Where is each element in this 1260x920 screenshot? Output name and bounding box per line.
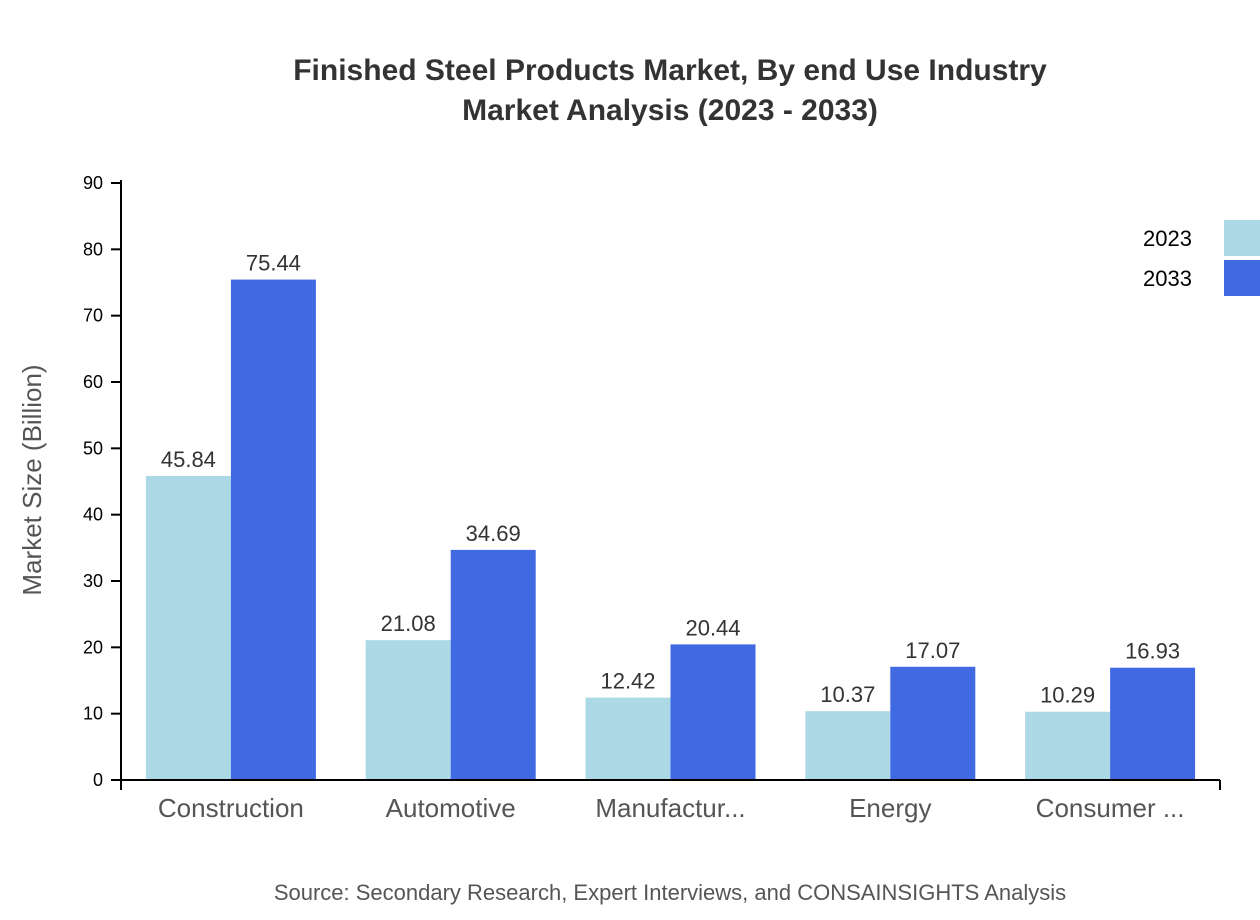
data-label: 21.08 <box>381 611 436 636</box>
bar-2033-2 <box>670 644 756 780</box>
data-label: 12.42 <box>600 669 655 694</box>
y-tick-label: 0 <box>93 770 103 790</box>
bar-2023-3 <box>805 711 891 780</box>
data-label: 10.37 <box>820 682 875 707</box>
y-tick-label: 40 <box>83 505 103 525</box>
x-tick-label: Construction <box>158 793 304 823</box>
legend-swatch-2033 <box>1224 260 1260 296</box>
bar-2023-1 <box>365 640 451 780</box>
y-tick-label: 30 <box>83 571 103 591</box>
y-axis-label: Market Size (Billion) <box>17 364 47 595</box>
y-tick-label: 60 <box>83 372 103 392</box>
chart-title-line-2: Market Analysis (2023 - 2033) <box>462 94 878 127</box>
y-tick-label: 10 <box>83 704 103 724</box>
bar-2033-3 <box>890 666 976 780</box>
y-tick-label: 50 <box>83 438 103 458</box>
data-label: 10.29 <box>1040 683 1095 708</box>
x-tick-label: Consumer ... <box>1036 793 1185 823</box>
legend-label-2023: 2023 <box>1143 226 1192 251</box>
x-tick-label: Manufactur... <box>595 793 745 823</box>
source-note: Source: Secondary Research, Expert Inter… <box>274 880 1066 905</box>
x-tick-label: Automotive <box>386 793 516 823</box>
legend: 2023 2033 <box>1143 220 1260 296</box>
data-label: 16.93 <box>1125 639 1180 664</box>
bar-2033-1 <box>450 549 536 780</box>
data-label: 17.07 <box>905 638 960 663</box>
bar-2023-0 <box>145 475 231 780</box>
bars-group: 45.84 75.44 21.08 34.69 12.42 20.44 10.37 17.07… <box>145 251 1196 780</box>
y-tick-label: 80 <box>83 239 103 259</box>
x-tick-label: Energy <box>849 793 931 823</box>
data-label: 75.44 <box>246 251 301 276</box>
bar-2033-0 <box>230 279 316 780</box>
y-tick-label: 90 <box>83 173 103 193</box>
data-label: 34.69 <box>466 521 521 546</box>
chart-title-line-1: Finished Steel Products Market, By end U… <box>293 54 1047 87</box>
axes-group: Construction Automotive Manufactur... Energ… <box>83 173 1221 823</box>
data-label: 45.84 <box>161 447 216 472</box>
y-tick-label: 20 <box>83 637 103 657</box>
bar-2023-4 <box>1025 711 1111 780</box>
bar-2033-4 <box>1110 667 1196 780</box>
legend-swatch-2023 <box>1224 220 1260 256</box>
y-tick-label: 70 <box>83 306 103 326</box>
bar-2023-2 <box>585 697 671 780</box>
data-label: 20.44 <box>685 615 740 640</box>
legend-label-2033: 2033 <box>1143 266 1192 291</box>
